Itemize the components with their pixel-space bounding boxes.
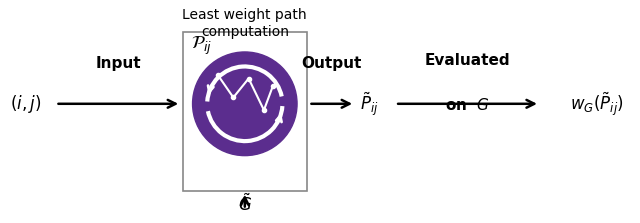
Text: $\tilde{G}$: $\tilde{G}$: [238, 194, 252, 215]
Text: $\tilde{P}_{ij}$: $\tilde{P}_{ij}$: [360, 90, 379, 118]
Text: $\mathcal{P}_{ij}$: $\mathcal{P}_{ij}$: [191, 34, 212, 57]
Text: Least weight path
computation: Least weight path computation: [182, 8, 307, 39]
Text: Evaluated: Evaluated: [425, 53, 510, 68]
FancyBboxPatch shape: [183, 32, 307, 191]
Text: $(i, j)$: $(i, j)$: [10, 93, 41, 115]
Text: $w_G(\tilde{P}_{ij})$: $w_G(\tilde{P}_{ij})$: [570, 90, 624, 118]
Text: Output: Output: [301, 56, 362, 70]
Ellipse shape: [193, 52, 297, 156]
Text: on  $G$: on $G$: [445, 97, 490, 113]
Text: Input: Input: [95, 56, 141, 70]
